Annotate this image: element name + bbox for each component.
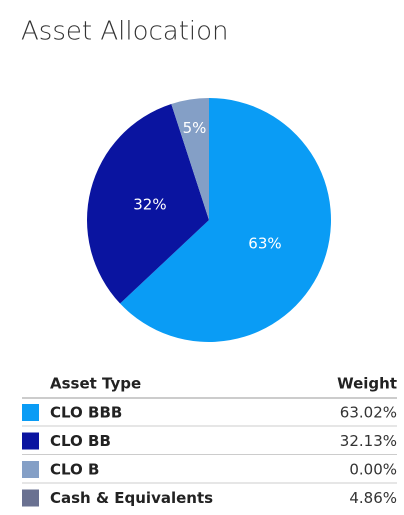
slice-label: 63% [248, 235, 281, 253]
slice-label: 5% [183, 119, 207, 137]
table: CLO BBB 63.02% CLO BB 32.13% CLO B 0.00% Cash … [22, 404, 397, 507]
slice-label: 32% [133, 195, 166, 213]
legend-swatch [22, 432, 39, 450]
pie-slice [87, 103, 209, 304]
weight: 63.02% [340, 404, 397, 422]
legend-swatch [22, 461, 39, 478]
pie-slice [171, 98, 209, 220]
column-header: Weight [337, 375, 397, 393]
legend-swatch [22, 489, 39, 507]
pie-slice [120, 98, 331, 342]
asset-type: CLO BBB [50, 404, 122, 422]
weight: 4.86% [349, 489, 397, 507]
chart-title: Asset Allocation [21, 17, 229, 47]
asset-type: CLO BB [50, 432, 111, 450]
weight: 0.00% [349, 461, 397, 479]
legend-swatch [22, 404, 39, 421]
asset-type: CLO B [50, 461, 99, 479]
pie: 63% 32% 5% [87, 98, 331, 342]
asset-type: Cash & Equivalents [50, 489, 213, 507]
column-header: Asset Type [50, 375, 141, 393]
weight: 32.13% [340, 432, 397, 450]
